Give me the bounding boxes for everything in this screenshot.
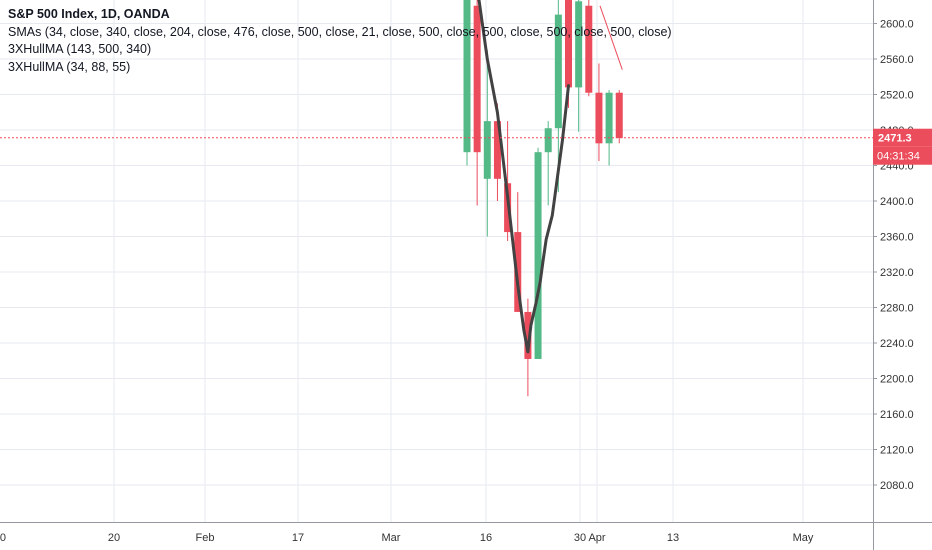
- candle-up: [463, 0, 471, 166]
- price-tick-label: 2200.0: [880, 374, 914, 386]
- last-price-label: 2471.3: [878, 133, 912, 145]
- symbol-title[interactable]: S&P 500 Index, 1D, OANDA: [8, 7, 170, 21]
- price-tick-label: 2520.0: [880, 90, 914, 102]
- time-tick-label: May: [793, 532, 814, 544]
- price-tick-label: 2080.0: [880, 480, 914, 492]
- price-tick-label: 2560.0: [880, 54, 914, 66]
- candle-body: [605, 92, 613, 144]
- candle-body: [473, 5, 481, 153]
- time-tick-label: 20: [108, 532, 120, 544]
- grid-lines: [0, 0, 873, 522]
- hullma-line: [477, 0, 570, 354]
- price-tick-label: 2280.0: [880, 303, 914, 315]
- price-tick-label: 2400.0: [880, 196, 914, 208]
- time-tick-label: Feb: [196, 532, 215, 544]
- price-tick-label: 2320.0: [880, 267, 914, 279]
- candle-up: [483, 50, 491, 237]
- candle-up: [605, 90, 613, 166]
- indicator-hullma-label-2[interactable]: 3XHullMA (34, 88, 55): [8, 59, 131, 74]
- price-tick-label: 2240.0: [880, 338, 914, 350]
- candle-body: [463, 0, 471, 153]
- price-tick-label: 2160.0: [880, 409, 914, 421]
- countdown-badge: [873, 146, 932, 165]
- time-tick-label: 20: [0, 532, 6, 544]
- candle-body: [595, 92, 603, 144]
- candle-up: [575, 0, 583, 132]
- candle-body: [534, 152, 542, 359]
- indicator-hullma-label-1[interactable]: 3XHullMA (143, 500, 340): [8, 42, 152, 56]
- price-tick-label: 2360.0: [880, 232, 914, 244]
- chart-legend: S&P 500 Index, 1D, OANDA SMAs (34, close…: [8, 6, 672, 76]
- time-tick-label: Apr: [588, 532, 605, 544]
- candle-body: [554, 14, 562, 129]
- time-tick-label: 17: [292, 532, 304, 544]
- candle-up: [534, 147, 542, 359]
- candle-body: [524, 311, 532, 359]
- candle-up: [544, 121, 552, 206]
- candle-body: [565, 0, 572, 88]
- candle-body: [575, 1, 583, 88]
- candle-body: [585, 5, 593, 93]
- candle-body: [493, 121, 501, 179]
- sma-line: [599, 5, 623, 70]
- price-tick-label: 2120.0: [880, 445, 914, 457]
- last-price-badge: [873, 128, 932, 147]
- candle-down: [585, 0, 593, 97]
- candle-body: [544, 128, 552, 153]
- time-tick-label: Mar: [382, 532, 401, 544]
- candle-body: [483, 121, 491, 179]
- candle-down: [615, 90, 623, 144]
- time-tick-label: 30: [574, 532, 586, 544]
- time-tick-label: 13: [667, 532, 679, 544]
- countdown-label: 04:31:34: [877, 151, 920, 163]
- candle-down: [595, 63, 603, 162]
- candle-down: [473, 0, 481, 206]
- time-tick-label: 16: [480, 532, 492, 544]
- price-tick-label: 2600.0: [880, 19, 914, 31]
- candle-body: [615, 92, 623, 138]
- indicator-lines: [0, 0, 873, 354]
- indicator-sma-label[interactable]: SMAs (34, close, 340, close, 204, close,…: [8, 24, 672, 39]
